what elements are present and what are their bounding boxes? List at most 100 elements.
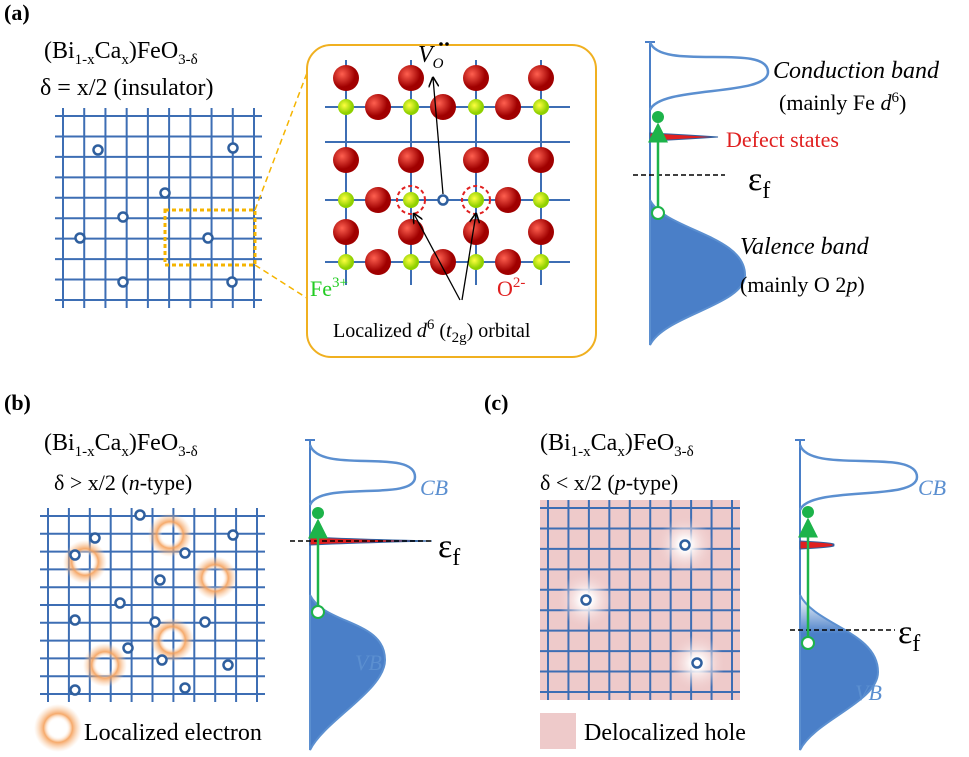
text: δ < x/2 ( [540,470,615,495]
fermi-label: εf [898,614,920,657]
fermi-sub: f [452,545,460,571]
hole [652,207,664,219]
oxygen [365,94,391,120]
formula: (Bi1-xCax)FeO3-δ [44,430,198,460]
vb-label: VB [855,680,882,705]
iron [403,192,419,208]
formula-sub: 1-x [75,52,95,68]
text: (mainly O 2 [740,272,846,297]
fermi-sub: f [762,178,770,204]
conduction-label: Conduction band [773,58,940,84]
oxygen [430,94,456,120]
text: Localized [333,320,417,342]
electron [652,111,664,123]
oxygen [333,65,359,91]
iron [338,99,354,115]
text: p [613,470,626,495]
electron [312,507,324,519]
oxygen [430,249,456,275]
legend-glow [34,704,82,752]
formula-part: )FeO [129,430,178,456]
zoom-line [255,65,310,210]
conduction-band [310,445,415,505]
condition: δ = x/2 (insulator) [40,75,213,101]
vacancy [181,549,190,558]
vacancy-sub: O [433,56,444,72]
iron [338,192,354,208]
iron [403,99,419,115]
fermi-symbol: ε [438,528,452,565]
formula-part: Ca [95,430,122,456]
vacancy [582,596,591,605]
oxygen [463,219,489,245]
vacancy [151,618,160,627]
iron [533,99,549,115]
conduction-note: (mainly Fe d6) [779,90,906,115]
vacancy [181,684,190,693]
oxygen [495,94,521,120]
cb-label: CB [918,475,946,500]
iron [403,254,419,270]
vacancy [124,644,133,653]
vacancy [119,213,128,222]
defect-label: Defect states [726,127,839,152]
formula-sub: 3-δ [178,52,198,68]
vacancy [439,196,448,205]
iron [338,254,354,270]
zoom-line [255,265,310,300]
cb-label: CB [420,475,448,500]
vacancy [229,144,238,153]
vacancy [201,618,210,627]
oxygen [398,219,424,245]
defect-state [650,133,718,141]
legend-square [540,713,576,749]
oxygen [333,147,359,173]
o-charge: 2- [513,275,526,291]
vacancy [693,659,702,668]
formula-part: (Bi [540,430,571,456]
defect-state [800,541,834,549]
oxygen [463,147,489,173]
iron [468,254,484,270]
text: δ > x/2 ( [54,470,129,495]
vacancy [204,234,213,243]
oxygen [495,249,521,275]
oxygen [398,65,424,91]
condition: δ > x/2 (n-type) [54,470,192,495]
fermi-symbol: ε [748,161,762,198]
localized-electron [83,643,127,687]
oxygen [398,147,424,173]
panel-label: (c) [484,390,508,415]
vacancy [228,278,237,287]
valence-note: (mainly O 2p) [740,272,865,297]
formula-part: )FeO [625,430,674,456]
iron [533,192,549,208]
text: n [129,470,140,495]
sub: 2g [452,330,468,346]
vacancy [71,686,80,695]
vb-label: VB [355,650,382,675]
localized-electron [193,556,237,600]
formula: (Bi1-xCax)FeO3-δ [540,430,694,460]
condition: δ < x/2 (p-type) [540,470,678,495]
text: ) [899,90,906,115]
panel-label: (b) [4,390,31,415]
legend-label: Localized electron [84,720,262,746]
panel-label: (a) [4,0,30,25]
localized-electron [63,540,107,584]
oxygen [463,65,489,91]
vacancy [119,278,128,287]
oxygen [365,249,391,275]
formula-sub: 3-δ [674,444,694,460]
vacancy [224,661,233,670]
oxygen [528,65,554,91]
fermi-sub: f [912,631,920,657]
fe-symbol: Fe [310,276,332,301]
figure: (a) (Bi1-xCax)FeO3-δ δ = x/2 (insulator)… [0,0,969,757]
oxygen [333,219,359,245]
text: p [844,272,857,297]
o-symbol: O [497,276,513,301]
vacancy [161,189,170,198]
vacancy [116,599,125,608]
oxygen [365,187,391,213]
